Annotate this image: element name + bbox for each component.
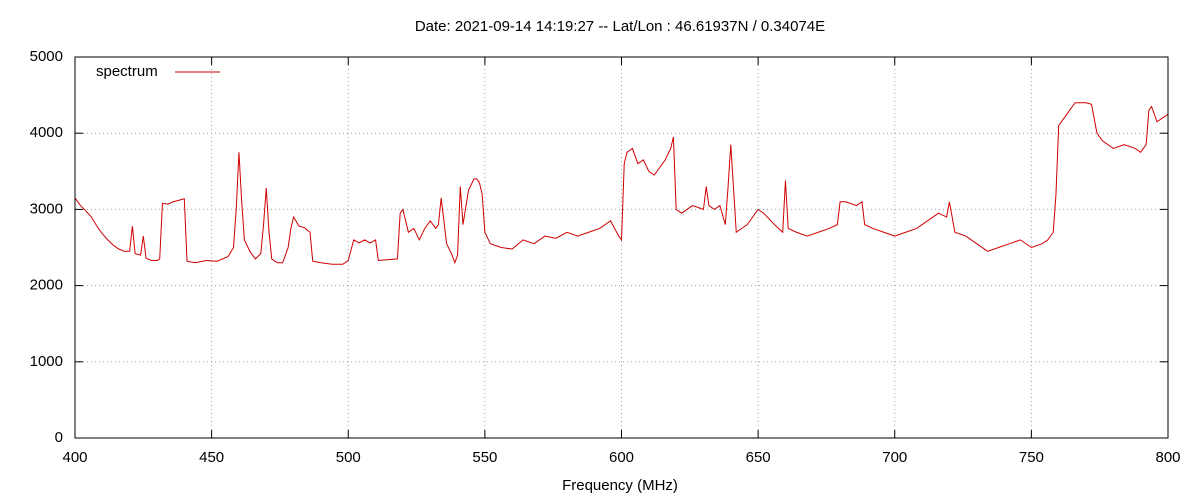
legend-label: spectrum [96,63,158,80]
x-tick-label: 700 [882,449,907,466]
chart-title: Date: 2021-09-14 14:19:27 -- Lat/Lon : 4… [415,18,825,35]
x-tick-label: 600 [609,449,634,466]
line [74,102,1169,265]
x-tick-label: 550 [472,449,497,466]
y-tick-label: 0 [55,429,63,446]
x-tick-label: 450 [199,449,224,466]
x-tick-label: 500 [336,449,361,466]
y-tick-label: 3000 [30,200,63,217]
y-tick-label: 4000 [30,124,63,141]
y-tick-label: 2000 [30,277,63,294]
x-tick-label: 750 [1019,449,1044,466]
x-tick-label: 400 [62,449,87,466]
x-tick-label: 650 [746,449,771,466]
x-axis-label: Frequency (MHz) [562,477,678,494]
y-tick-label: 5000 [30,48,63,65]
plot-frame [74,56,1169,439]
y-tick-label: 1000 [30,353,63,370]
x-tick-label: 800 [1155,449,1180,466]
